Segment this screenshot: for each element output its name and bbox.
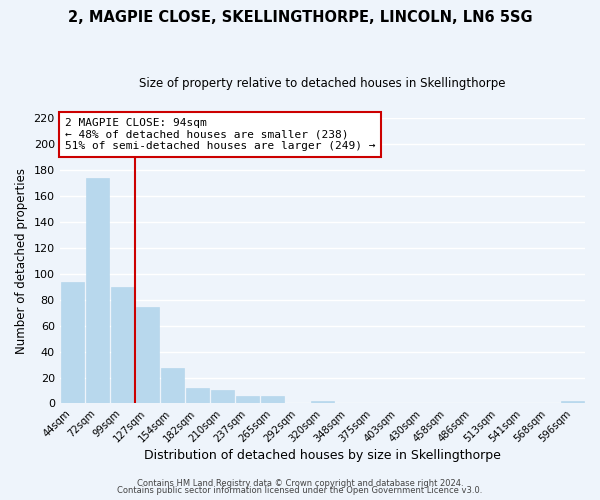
Bar: [261, 396, 284, 404]
Text: Contains HM Land Registry data © Crown copyright and database right 2024.: Contains HM Land Registry data © Crown c…: [137, 478, 463, 488]
Bar: [161, 368, 184, 404]
Text: 2 MAGPIE CLOSE: 94sqm
← 48% of detached houses are smaller (238)
51% of semi-det: 2 MAGPIE CLOSE: 94sqm ← 48% of detached …: [65, 118, 376, 152]
Bar: [61, 282, 83, 404]
Bar: [110, 286, 134, 404]
Title: Size of property relative to detached houses in Skellingthorpe: Size of property relative to detached ho…: [139, 78, 506, 90]
Y-axis label: Number of detached properties: Number of detached properties: [15, 168, 28, 354]
Bar: [211, 390, 234, 404]
Bar: [236, 396, 259, 404]
X-axis label: Distribution of detached houses by size in Skellingthorpe: Distribution of detached houses by size …: [144, 450, 501, 462]
Bar: [136, 308, 159, 404]
Bar: [186, 388, 209, 404]
Text: 2, MAGPIE CLOSE, SKELLINGTHORPE, LINCOLN, LN6 5SG: 2, MAGPIE CLOSE, SKELLINGTHORPE, LINCOLN…: [68, 10, 532, 25]
Bar: [561, 401, 584, 404]
Text: Contains public sector information licensed under the Open Government Licence v3: Contains public sector information licen…: [118, 486, 482, 495]
Bar: [86, 178, 109, 404]
Bar: [311, 401, 334, 404]
